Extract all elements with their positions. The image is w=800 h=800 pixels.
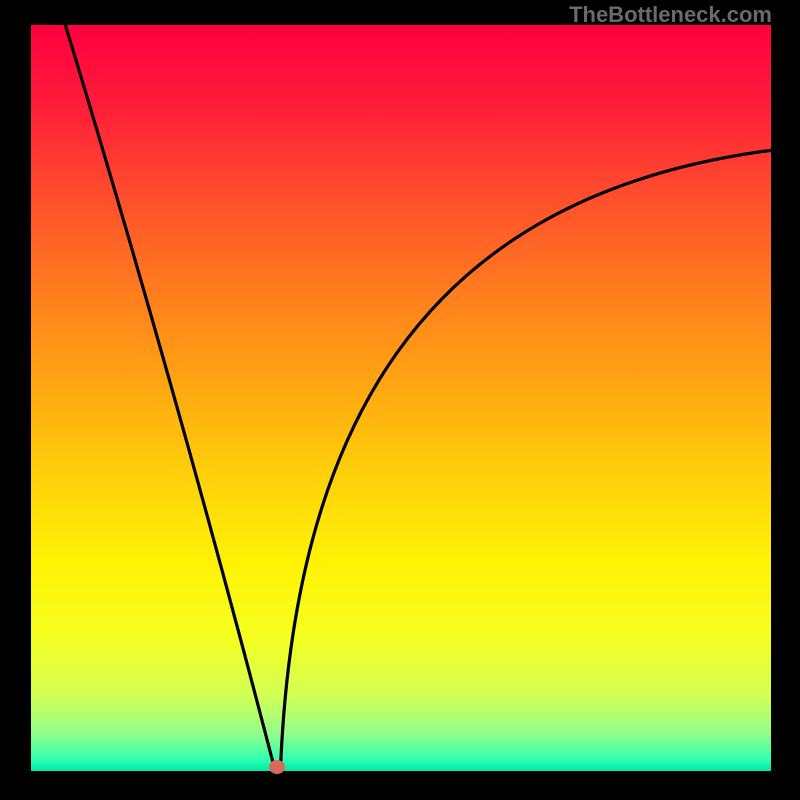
watermark-text: TheBottleneck.com: [569, 2, 772, 28]
marker-dot: [269, 760, 285, 774]
plot-area: [31, 25, 771, 771]
curve-path: [31, 25, 771, 771]
chart-outer-frame: TheBottleneck.com: [0, 0, 800, 800]
curve-svg: [31, 25, 771, 771]
